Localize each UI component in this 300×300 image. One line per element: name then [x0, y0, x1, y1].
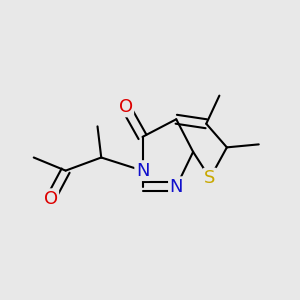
Text: N: N — [169, 178, 183, 196]
Text: N: N — [136, 162, 149, 180]
Text: O: O — [118, 98, 133, 116]
Text: O: O — [44, 190, 58, 208]
Text: S: S — [204, 169, 216, 187]
